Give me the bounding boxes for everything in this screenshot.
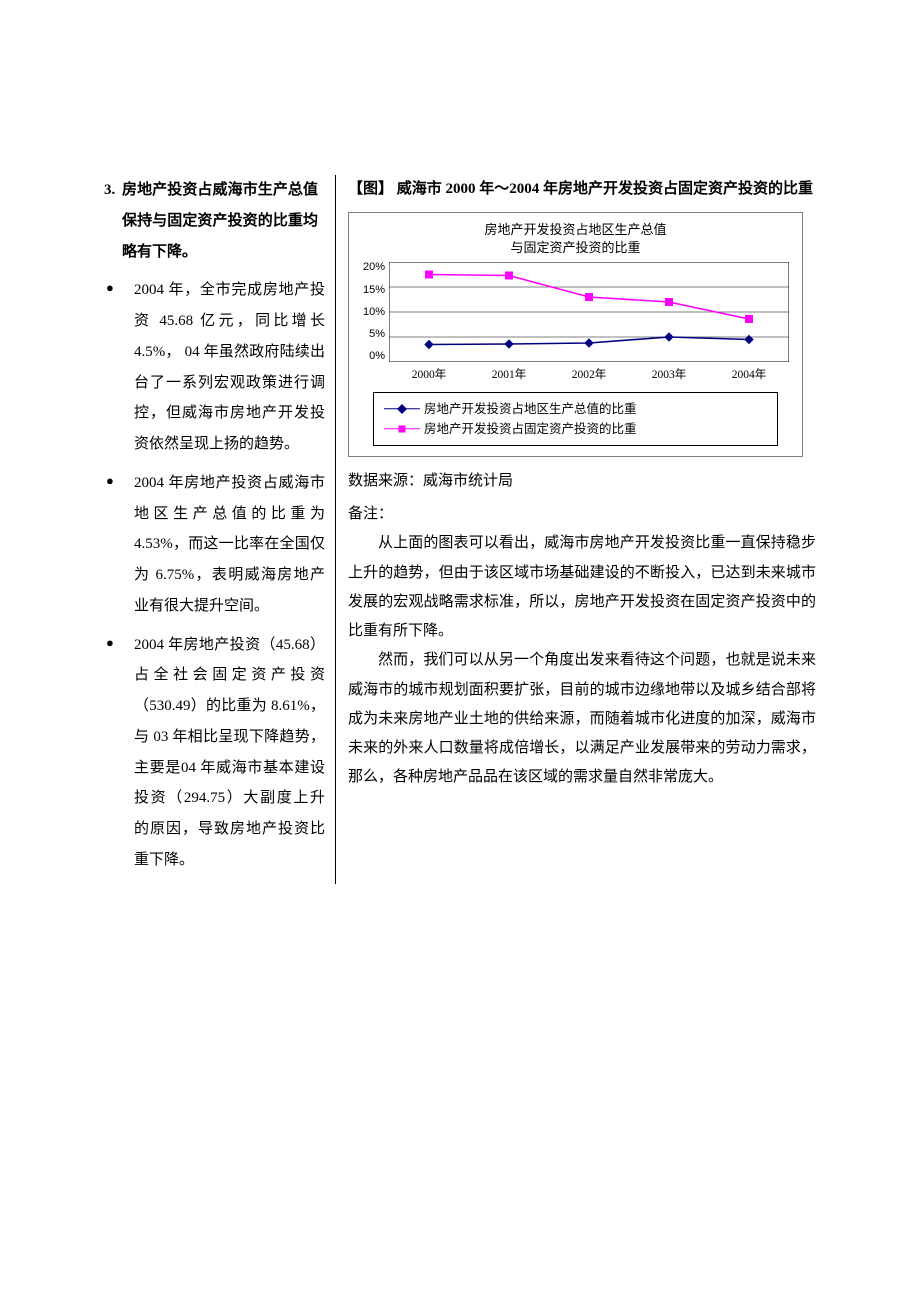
legend-swatch [384, 424, 420, 434]
chart-title-line1: 房地产开发投资占地区生产总值 [484, 222, 666, 237]
chart-svg [389, 262, 789, 362]
chart-legend: 房地产开发投资占地区生产总值的比重 房地产开发投资占固定资产投资的比重 [373, 392, 778, 446]
body-paragraph: 从上面的图表可以看出，威海市房地产开发投资比重一直保持稳步上升的趋势，但由于该区… [348, 529, 816, 646]
legend-item: 房地产开发投资占固定资产投资的比重 [384, 419, 767, 439]
list-item: 2004 年，全市完成房地产投资 45.68 亿元，同比增长 4.5%， 04 … [104, 275, 325, 460]
heading-number: 3. [104, 175, 122, 206]
chart-container: 房地产开发投资占地区生产总值 与固定资产投资的比重 20% 15% 10% 5%… [348, 212, 803, 457]
y-tick: 15% [363, 285, 385, 296]
heading-text: 房地产投资占威海市生产总值保持与固定资产投资的比重均略有下降。 [122, 175, 318, 267]
y-tick: 20% [363, 262, 385, 273]
legend-label: 房地产开发投资占地区生产总值的比重 [424, 399, 637, 419]
chart-title: 房地产开发投资占地区生产总值 与固定资产投资的比重 [359, 221, 792, 256]
y-tick: 0% [369, 351, 385, 362]
note-label: 备注： [348, 500, 816, 529]
x-tick: 2001年 [469, 370, 549, 382]
x-axis-labels: 2000年 2001年 2002年 2003年 2004年 [389, 370, 789, 382]
legend-swatch [384, 404, 420, 414]
plot-area: 20% 15% 10% 5% 0% [359, 262, 792, 362]
y-axis-labels: 20% 15% 10% 5% 0% [359, 262, 389, 362]
figure-title: 【图】 威海市 2000 年～2004 年房地产开发投资占固定资产投资的比重 [348, 175, 816, 204]
chart-title-line2: 与固定资产投资的比重 [510, 240, 640, 255]
x-tick: 2002年 [549, 370, 629, 382]
left-column: 3.房地产投资占威海市生产总值保持与固定资产投资的比重均略有下降。 2004 年… [104, 175, 336, 884]
body-paragraph: 然而，我们可以从另一个角度出发来看待这个问题，也就是说未来威海市的城市规划面积要… [348, 646, 816, 792]
legend-item: 房地产开发投资占地区生产总值的比重 [384, 399, 767, 419]
x-tick: 2003年 [629, 370, 709, 382]
right-column: 【图】 威海市 2000 年～2004 年房地产开发投资占固定资产投资的比重 房… [336, 175, 816, 793]
list-item: 2004 年房地产投资（45.68）占全社会固定资产投资（530.49）的比重为… [104, 630, 325, 876]
y-tick: 5% [369, 329, 385, 340]
y-tick: 10% [363, 307, 385, 318]
x-tick: 2004年 [709, 370, 789, 382]
document-page: 3.房地产投资占威海市生产总值保持与固定资产投资的比重均略有下降。 2004 年… [0, 0, 920, 1302]
legend-label: 房地产开发投资占固定资产投资的比重 [424, 419, 637, 439]
data-source: 数据来源：威海市统计局 [348, 467, 816, 496]
x-tick: 2000年 [389, 370, 469, 382]
section-heading: 3.房地产投资占威海市生产总值保持与固定资产投资的比重均略有下降。 [104, 175, 325, 267]
bullet-list: 2004 年，全市完成房地产投资 45.68 亿元，同比增长 4.5%， 04 … [104, 275, 325, 875]
list-item: 2004 年房地产投资占威海市地区生产总值的比重为 4.53%，而这一比率在全国… [104, 468, 325, 622]
